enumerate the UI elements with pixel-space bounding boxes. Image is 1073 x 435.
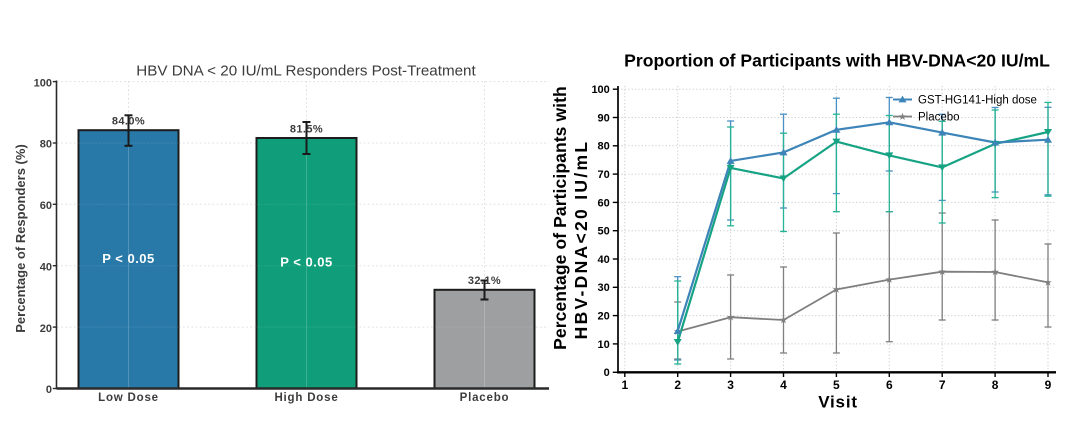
svg-text:7: 7: [939, 378, 946, 392]
svg-text:Proportion of Participants wit: Proportion of Participants with HBV-DNA<…: [624, 51, 1050, 71]
svg-text:20: 20: [598, 311, 610, 323]
svg-text:8: 8: [992, 378, 999, 392]
svg-text:Placebo: Placebo: [918, 112, 960, 124]
svg-text:Low Dose: Low Dose: [98, 392, 159, 404]
svg-text:32.1%: 32.1%: [468, 275, 501, 287]
svg-text:3: 3: [727, 378, 734, 392]
svg-text:P < 0.05: P < 0.05: [102, 251, 155, 266]
svg-text:90: 90: [598, 112, 610, 124]
svg-text:5: 5: [833, 378, 840, 392]
svg-text:40: 40: [40, 261, 52, 273]
svg-text:6: 6: [886, 378, 893, 392]
svg-text:100: 100: [34, 77, 52, 89]
svg-text:70: 70: [598, 169, 610, 181]
svg-text:HBV DNA < 20 IU/mL Responders: HBV DNA < 20 IU/mL Responders Post-Treat…: [136, 63, 476, 80]
svg-text:Placebo: Placebo: [460, 392, 510, 404]
svg-text:40: 40: [598, 254, 610, 266]
svg-text:60: 60: [40, 200, 52, 212]
svg-text:30: 30: [598, 282, 610, 294]
svg-text:84.0%: 84.0%: [112, 116, 145, 128]
svg-text:High Dose: High Dose: [274, 392, 338, 404]
svg-text:81.5%: 81.5%: [290, 123, 323, 135]
svg-text:9: 9: [1045, 378, 1052, 392]
svg-text:4: 4: [780, 378, 787, 392]
svg-text:80: 80: [40, 139, 52, 151]
svg-text:20: 20: [40, 323, 52, 335]
svg-text:HBV-DNA<20 IU/mL: HBV-DNA<20 IU/mL: [571, 140, 591, 340]
svg-text:100: 100: [591, 84, 609, 96]
svg-text:80: 80: [598, 141, 610, 153]
svg-text:GST-HG141-High dose: GST-HG141-High dose: [918, 95, 1037, 107]
svg-text:0: 0: [46, 384, 52, 396]
svg-text:10: 10: [598, 339, 610, 351]
svg-text:50: 50: [598, 226, 610, 238]
svg-text:2: 2: [674, 378, 681, 392]
svg-text:60: 60: [598, 197, 610, 209]
svg-text:Percentage of Participants wit: Percentage of Participants with: [550, 86, 570, 350]
svg-text:P < 0.05: P < 0.05: [280, 255, 333, 270]
svg-text:Percentage of Responders (%): Percentage of Responders (%): [13, 144, 28, 333]
svg-text:0: 0: [604, 367, 610, 379]
svg-text:Visit: Visit: [818, 393, 858, 412]
svg-text:1: 1: [621, 378, 628, 392]
